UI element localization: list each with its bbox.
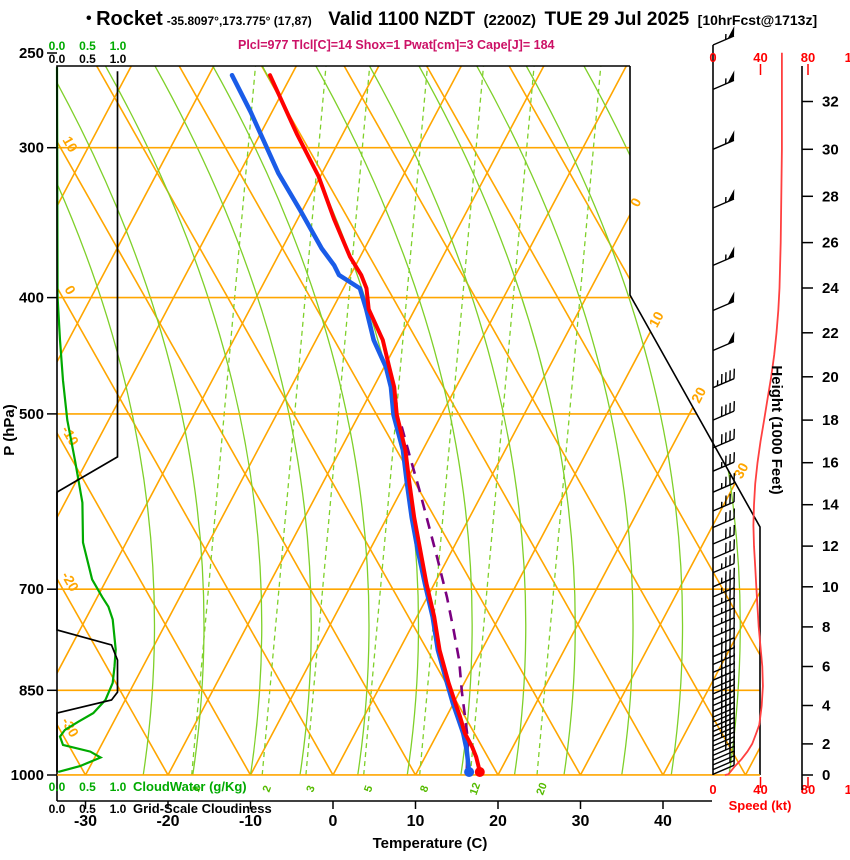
svg-text:16: 16: [822, 455, 839, 472]
svg-text:20: 20: [822, 369, 839, 386]
svg-text:8: 8: [418, 784, 431, 794]
svg-text:250: 250: [19, 45, 44, 62]
svg-text:Grid-Scale Cloudiness: Grid-Scale Cloudiness: [133, 801, 272, 816]
svg-text:12: 12: [468, 781, 483, 797]
svg-text:120: 120: [845, 782, 850, 797]
valid-time: Valid 1100 NZDT: [328, 9, 476, 30]
svg-text:1: 1: [190, 784, 203, 794]
svg-text:0.5: 0.5: [79, 52, 96, 66]
svg-text:Temperature (C): Temperature (C): [373, 835, 488, 852]
svg-text:10: 10: [645, 308, 667, 329]
svg-text:-20: -20: [156, 813, 179, 830]
svg-text:-30: -30: [74, 813, 97, 830]
speed-axis: 0040408080120120Speed (kt): [709, 50, 850, 813]
speed-curve: [724, 52, 783, 776]
svg-text:400: 400: [19, 290, 44, 307]
svg-text:6: 6: [822, 659, 830, 676]
svg-text:1000: 1000: [11, 767, 44, 784]
title-bar: • Rocket -35.8097°,173.775° (17,87) Valid…: [86, 8, 817, 31]
surface-dewpoint-dot: [464, 767, 475, 777]
svg-text:32: 32: [822, 94, 839, 111]
svg-text:30: 30: [730, 460, 752, 481]
svg-text:0: 0: [709, 50, 716, 65]
svg-text:10: 10: [407, 813, 425, 830]
svg-text:18: 18: [822, 412, 839, 429]
svg-text:14: 14: [822, 497, 839, 514]
svg-text:0: 0: [61, 283, 79, 298]
svg-text:40: 40: [753, 50, 767, 65]
svg-text:20: 20: [534, 781, 549, 797]
svg-text:40: 40: [654, 813, 672, 830]
svg-text:0.5: 0.5: [79, 802, 96, 816]
background-gridlines: [57, 66, 760, 775]
svg-text:40: 40: [753, 782, 767, 797]
svg-text:Height (1000 Feet): Height (1000 Feet): [768, 365, 785, 494]
svg-text:1.0: 1.0: [110, 39, 127, 53]
svg-text:12: 12: [822, 538, 839, 555]
svg-text:3: 3: [304, 784, 317, 794]
svg-text:1.0: 1.0: [110, 802, 127, 816]
svg-text:0.0: 0.0: [49, 52, 66, 66]
svg-text:80: 80: [801, 50, 815, 65]
plot-frame: [56, 65, 761, 802]
valid-date: TUE 29 Jul 2025: [544, 9, 690, 30]
grid-scale-cloudiness-curve: [56, 71, 119, 772]
svg-text:CloudWater (g/Kg): CloudWater (g/Kg): [133, 779, 247, 794]
svg-text:0: 0: [822, 767, 830, 784]
svg-text:0.5: 0.5: [79, 780, 96, 794]
station-bullet: •: [86, 10, 92, 27]
svg-text:300: 300: [19, 140, 44, 157]
valid-time-utc: (2200Z): [483, 12, 537, 29]
dewpoint-curve: [229, 72, 472, 775]
cloud-scales: 0.00.00.00.00.50.50.50.51.01.01.01.0Clou…: [49, 39, 272, 816]
svg-text:10: 10: [60, 133, 82, 155]
svg-text:-10: -10: [239, 813, 262, 830]
svg-text:120: 120: [845, 50, 850, 65]
svg-text:2: 2: [822, 736, 830, 753]
pressure-axis: 250 300 400 500 700 850 1000 P (hPa): [1, 45, 57, 784]
svg-text:20: 20: [489, 813, 507, 830]
svg-text:80: 80: [801, 782, 815, 797]
svg-text:1.0: 1.0: [110, 780, 127, 794]
svg-text:20: 20: [688, 384, 710, 405]
svg-text:500: 500: [19, 406, 44, 423]
svg-text:24: 24: [822, 280, 839, 297]
svg-text:0.0: 0.0: [49, 39, 66, 53]
svg-text:0.0: 0.0: [49, 802, 66, 816]
temperature-curve: [268, 73, 482, 774]
svg-text:1.0: 1.0: [110, 52, 127, 66]
svg-text:5: 5: [362, 784, 375, 794]
svg-text:30: 30: [822, 141, 839, 158]
wind-barbs: [712, 26, 735, 775]
svg-text:22: 22: [822, 325, 839, 342]
stability-parameters: Plcl=977 Tlcl[C]=14 Shox=1 Pwat[cm]=3 Ca…: [238, 38, 555, 52]
surface-temperature-dot: [474, 767, 485, 777]
parcel-curve: [398, 418, 470, 772]
svg-text:Speed (kt): Speed (kt): [729, 798, 792, 813]
svg-text:10: 10: [822, 579, 839, 596]
station-coords: -35.8097°,173.775° (17,87): [166, 14, 312, 28]
svg-text:0: 0: [329, 813, 338, 830]
temperature-axis: -30 -20 -10 0 10 20 30 40 Temperature (C): [74, 801, 672, 852]
forecast-hour: [10hrFcst@1713z]: [697, 12, 818, 28]
surface-markers: [464, 767, 485, 777]
station-name: Rocket: [96, 8, 163, 30]
svg-text:0.0: 0.0: [49, 780, 66, 794]
svg-text:P (hPa): P (hPa): [1, 404, 18, 455]
svg-text:700: 700: [19, 581, 44, 598]
svg-text:30: 30: [572, 813, 590, 830]
svg-text:0.5: 0.5: [79, 39, 96, 53]
svg-text:2: 2: [261, 784, 274, 794]
cloud-water-curve: [55, 67, 117, 773]
svg-text:8: 8: [822, 619, 830, 636]
svg-text:0: 0: [709, 782, 716, 797]
svg-text:26: 26: [822, 235, 839, 252]
svg-text:4: 4: [822, 698, 831, 715]
svg-text:850: 850: [19, 682, 44, 699]
svg-text:-20: -20: [58, 569, 82, 595]
svg-text:28: 28: [822, 188, 839, 205]
